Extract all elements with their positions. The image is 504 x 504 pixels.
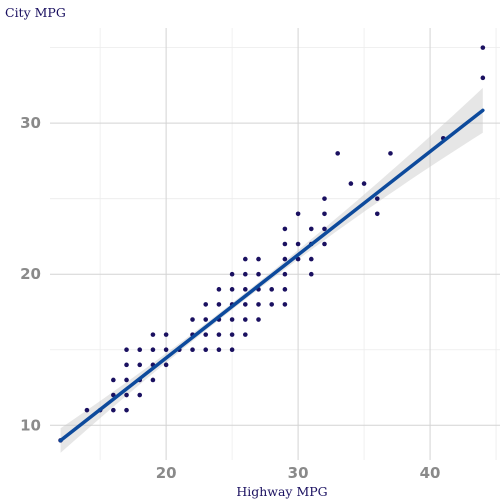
data-point bbox=[190, 317, 195, 322]
data-point bbox=[322, 211, 327, 217]
data-point bbox=[203, 317, 209, 322]
data-point bbox=[374, 196, 380, 201]
data-point bbox=[480, 45, 486, 50]
data-point bbox=[163, 362, 169, 368]
data-point bbox=[282, 271, 288, 277]
confidence-band bbox=[60, 87, 483, 453]
data-point bbox=[216, 287, 222, 292]
data-point bbox=[243, 332, 248, 337]
data-point bbox=[308, 226, 314, 232]
data-point bbox=[124, 407, 129, 413]
data-point bbox=[243, 256, 248, 262]
data-point bbox=[256, 302, 261, 307]
data-point bbox=[216, 347, 222, 353]
data-point bbox=[111, 407, 116, 413]
x-axis-title: Highway MPG bbox=[236, 484, 327, 499]
data-point bbox=[282, 302, 288, 307]
data-point bbox=[243, 287, 248, 292]
y-tick-label: 20 bbox=[20, 265, 41, 283]
data-point bbox=[124, 392, 129, 398]
data-point bbox=[243, 302, 248, 307]
data-point bbox=[137, 347, 143, 353]
data-point bbox=[229, 317, 235, 322]
data-point bbox=[348, 181, 354, 186]
data-point bbox=[322, 196, 327, 201]
data-point bbox=[111, 377, 116, 383]
data-point bbox=[480, 75, 486, 81]
data-point bbox=[335, 151, 340, 156]
data-point bbox=[361, 181, 367, 186]
data-point bbox=[216, 302, 222, 307]
data-point bbox=[203, 302, 209, 307]
data-point bbox=[150, 347, 156, 353]
data-point bbox=[374, 211, 380, 217]
data-point bbox=[256, 256, 261, 262]
data-point bbox=[150, 377, 156, 383]
data-point bbox=[308, 271, 314, 277]
data-point bbox=[229, 347, 235, 353]
y-tick-label: 10 bbox=[20, 416, 41, 434]
data-point bbox=[124, 377, 129, 383]
data-points bbox=[58, 45, 486, 443]
data-point bbox=[308, 256, 314, 262]
data-point bbox=[243, 271, 248, 277]
data-point bbox=[216, 332, 222, 337]
data-point bbox=[282, 287, 288, 292]
data-point bbox=[282, 241, 288, 247]
data-point bbox=[150, 332, 156, 337]
data-point bbox=[256, 317, 261, 322]
data-point bbox=[137, 362, 143, 368]
x-tick-label: 30 bbox=[288, 464, 309, 482]
data-point bbox=[229, 332, 235, 337]
data-point bbox=[243, 317, 248, 322]
data-point bbox=[124, 347, 129, 353]
x-axis-tick-labels: 20 30 40 bbox=[156, 464, 441, 482]
data-point bbox=[163, 347, 169, 353]
data-point bbox=[269, 287, 275, 292]
y-axis-title: City MPG bbox=[5, 5, 66, 20]
data-point bbox=[282, 226, 288, 232]
data-point bbox=[163, 332, 169, 337]
data-point bbox=[322, 241, 327, 247]
data-point bbox=[203, 347, 209, 353]
data-point bbox=[282, 256, 288, 262]
x-tick-label: 40 bbox=[420, 464, 441, 482]
data-point bbox=[229, 287, 235, 292]
data-point bbox=[322, 226, 327, 232]
data-point bbox=[229, 271, 235, 277]
data-point bbox=[137, 392, 143, 398]
data-point bbox=[295, 256, 301, 262]
data-point bbox=[203, 332, 209, 337]
data-point bbox=[388, 151, 393, 156]
data-point bbox=[295, 211, 301, 217]
x-tick-label: 20 bbox=[156, 464, 177, 482]
data-point bbox=[84, 407, 90, 413]
y-axis-tick-labels: 10 20 30 bbox=[20, 114, 41, 434]
data-point bbox=[190, 347, 195, 353]
data-point bbox=[269, 302, 275, 307]
data-point bbox=[256, 271, 261, 277]
data-point bbox=[295, 241, 301, 247]
data-point bbox=[124, 362, 129, 368]
y-tick-label: 30 bbox=[20, 114, 41, 132]
regression-line bbox=[58, 108, 485, 443]
